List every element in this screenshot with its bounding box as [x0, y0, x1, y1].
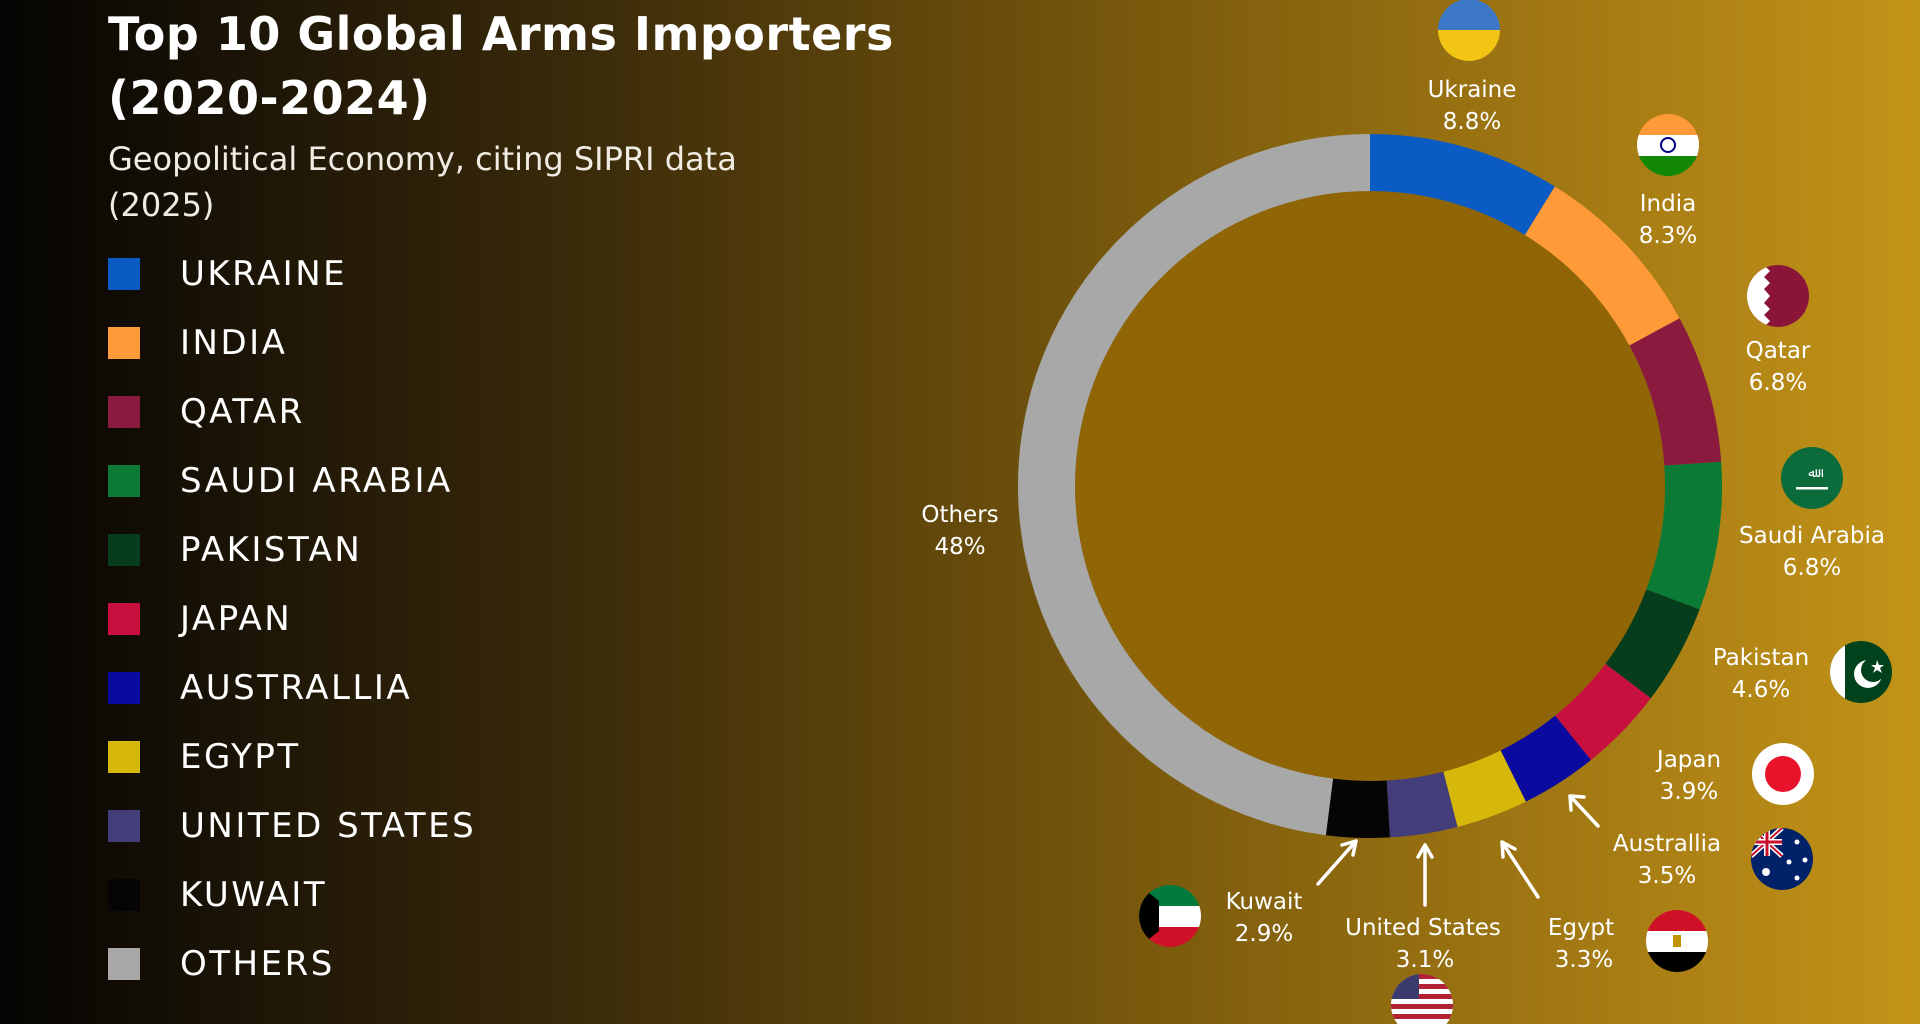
- egypt-flag-icon: [1646, 910, 1708, 972]
- legend-swatch-australia: [108, 672, 140, 704]
- slice-label-others: Others: [921, 502, 998, 528]
- slice-egypt: [1443, 750, 1526, 827]
- slice-value-australia: 3.5%: [1638, 863, 1696, 889]
- donut-slices: [1017, 134, 1722, 838]
- legend-item-kuwait: KUWAIT: [108, 875, 327, 915]
- legend-item-egypt: EGYPT: [108, 737, 301, 777]
- kuwait-callout-arrow: [1316, 839, 1358, 886]
- legend-label-pakistan: PAKISTAN: [180, 530, 363, 570]
- legend-swatch-japan: [108, 603, 140, 635]
- slice-label-pakistan: Pakistan: [1713, 645, 1809, 671]
- slice-australlia: [1500, 715, 1591, 802]
- legend-item-united-states: UNITED STATES: [108, 806, 476, 846]
- legend-item-pakistan: PAKISTAN: [108, 530, 362, 570]
- slice-value-qatar: 6.8%: [1749, 370, 1807, 396]
- india-flag-icon: [1637, 114, 1699, 176]
- slice-india: [1524, 186, 1680, 346]
- legend-swatch-ukraine: [108, 258, 140, 290]
- slice-label-kuwait: Kuwait: [1226, 889, 1303, 915]
- slice-others: [1017, 134, 1370, 836]
- slice-ukraine: [1370, 134, 1555, 235]
- legend-swatch-qatar: [108, 396, 140, 428]
- legend-label-ukraine: UKRAINE: [180, 254, 348, 294]
- slice-value-japan: 3.9%: [1660, 779, 1718, 805]
- slice-label-japan: Japan: [1655, 747, 1721, 773]
- ukraine-flag-icon: [1438, 0, 1500, 61]
- slice-label-united-states: United States: [1345, 915, 1501, 941]
- slice-label-india: India: [1640, 191, 1696, 217]
- slice-label-saudi-arabia: Saudi Arabia: [1739, 523, 1885, 549]
- united-states-flag-icon: [1391, 974, 1453, 1024]
- legend-item-ukraine: UKRAINE: [108, 254, 347, 294]
- slice-value-india: 8.3%: [1639, 223, 1697, 249]
- japan-flag-icon: [1752, 743, 1814, 805]
- legend-swatch-india: [108, 327, 140, 359]
- legend-swatch-pakistan: [108, 534, 140, 566]
- legend-swatch-others: [108, 948, 140, 980]
- legend-label-united-states: UNITED STATES: [180, 806, 477, 846]
- legend-label-qatar: QATAR: [180, 392, 305, 432]
- legend-label-kuwait: KUWAIT: [180, 875, 328, 915]
- legend-item-india: INDIA: [108, 323, 287, 363]
- legend-label-saudi-arabia: SAUDI ARABIA: [180, 461, 453, 501]
- donut-center: [1075, 191, 1665, 781]
- slice-value-ukraine: 8.8%: [1443, 109, 1501, 135]
- callout-arrows: [1316, 794, 1600, 907]
- slice-united-states: [1386, 771, 1458, 838]
- qatar-flag-icon: [1747, 265, 1809, 327]
- legend-swatch-kuwait: [108, 879, 140, 911]
- legend-label-others: OTHERS: [180, 944, 335, 984]
- slice-label-egypt: Egypt: [1548, 915, 1614, 941]
- legend-item-japan: JAPAN: [108, 599, 292, 639]
- australia-callout-arrow: [1568, 794, 1600, 828]
- slice-label-qatar: Qatar: [1746, 338, 1811, 364]
- united-states-callout-arrow: [1416, 843, 1434, 907]
- slice-kuwait: [1325, 778, 1390, 838]
- legend-item-qatar: QATAR: [108, 392, 305, 432]
- legend-label-australia: AUSTRALLIA: [180, 668, 413, 708]
- slice-saudi-arabia: [1646, 461, 1722, 610]
- pakistan-flag-icon: [1830, 641, 1892, 703]
- legend-swatch-egypt: [108, 741, 140, 773]
- slice-label-australia: Australlia: [1613, 831, 1721, 857]
- slice-value-egypt: 3.3%: [1555, 947, 1613, 973]
- saudi-arabia-flag-icon: ﷲ: [1781, 447, 1843, 509]
- chart-subtitle: Geopolitical Economy, citing SIPRI data …: [108, 140, 737, 224]
- slice-value-pakistan: 4.6%: [1732, 677, 1790, 703]
- chart-title: Top 10 Global Arms Importers (2020-2024): [108, 7, 894, 125]
- slice-value-kuwait: 2.9%: [1235, 921, 1293, 947]
- slice-japan: [1555, 663, 1651, 761]
- slice-value-saudi-arabia: 6.8%: [1783, 555, 1841, 581]
- legend-item-others: OTHERS: [108, 944, 335, 984]
- slice-qatar: [1629, 318, 1722, 466]
- legend-swatch-saudi-arabia: [108, 465, 140, 497]
- legend-label-japan: JAPAN: [180, 599, 293, 639]
- slice-label-ukraine: Ukraine: [1428, 77, 1517, 103]
- legend-swatch-united-states: [108, 810, 140, 842]
- legend-item-saudi-arabia: SAUDI ARABIA: [108, 461, 453, 501]
- legend-item-australia: AUSTRALLIA: [108, 668, 412, 708]
- australia-flag-icon: [1751, 828, 1813, 890]
- slice-pakistan: [1605, 589, 1700, 699]
- slice-value-others: 48%: [934, 534, 985, 560]
- slice-value-united-states: 3.1%: [1396, 947, 1454, 973]
- kuwait-flag-icon: [1139, 885, 1201, 947]
- legend-label-india: INDIA: [180, 323, 288, 363]
- legend-label-egypt: EGYPT: [180, 737, 301, 777]
- egypt-callout-arrow: [1500, 840, 1540, 899]
